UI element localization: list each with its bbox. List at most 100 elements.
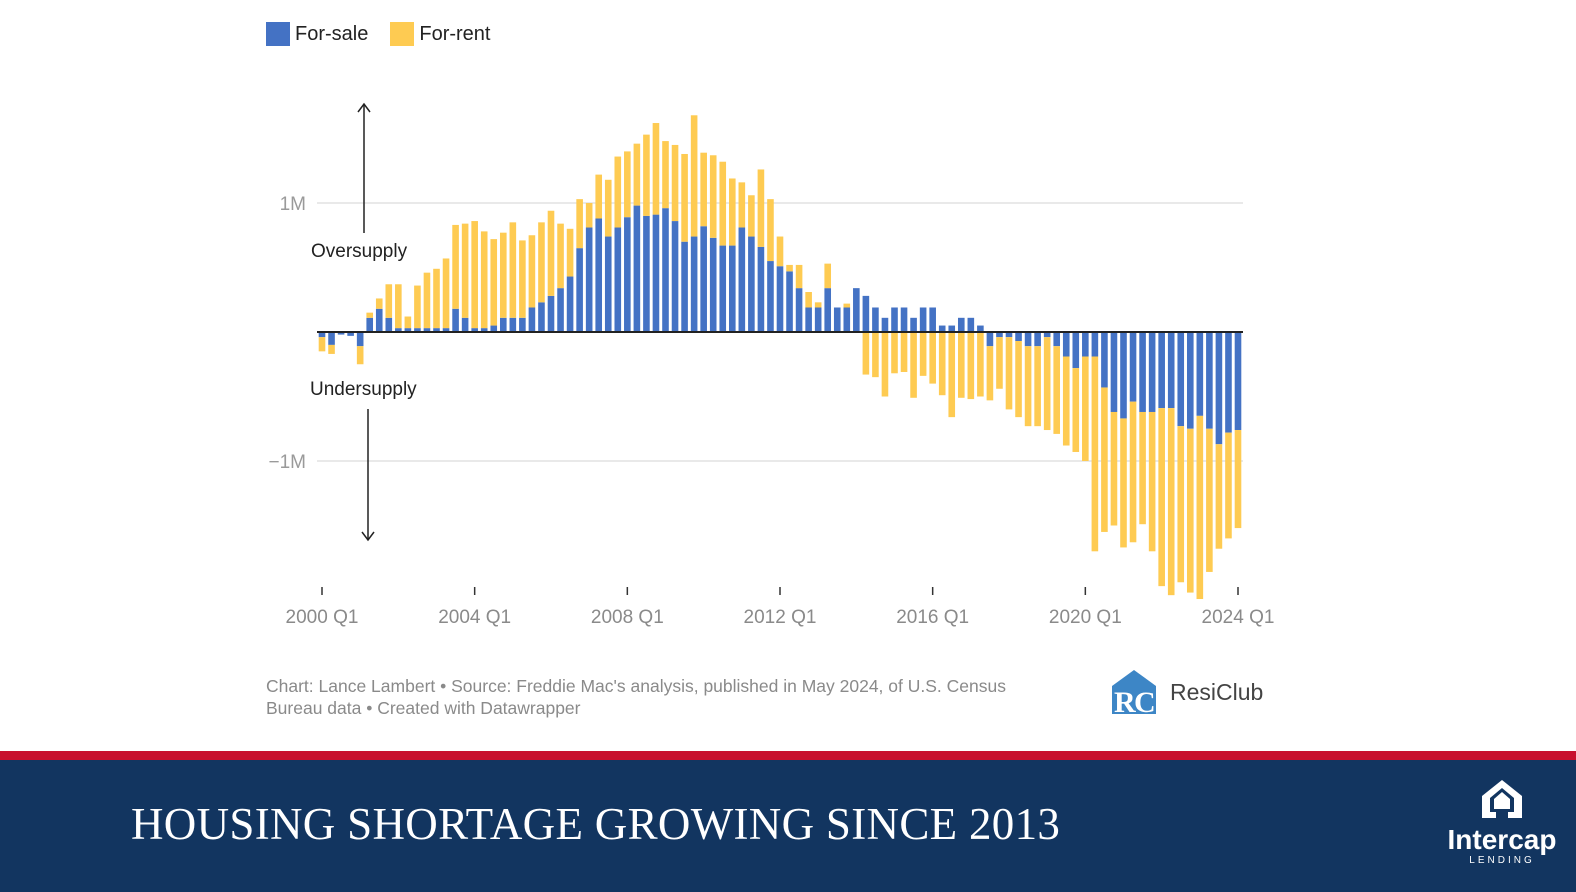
bar-for-rent-73 (1015, 341, 1022, 418)
bar-for-rent-45 (748, 195, 755, 237)
bar-for-rent-67 (957, 332, 965, 398)
bar-for-sale-85 (1129, 332, 1137, 402)
bar-for-rent-86 (1139, 411, 1146, 525)
bar-for-sale-22 (528, 307, 536, 332)
bar-for-rent-88 (1158, 408, 1165, 587)
bar-for-rent-93 (1206, 428, 1213, 572)
bar-for-sale-65 (938, 325, 946, 332)
bar-for-sale-59 (881, 317, 889, 332)
legend-label-for-rent: For-rent (419, 22, 491, 45)
bar-for-rent-61 (900, 332, 908, 372)
bar-for-sale-72 (1005, 332, 1013, 338)
bar-for-sale-63 (919, 307, 927, 332)
undersupply-arrowhead (361, 531, 375, 542)
legend-item-for-sale: For-sale (266, 22, 368, 46)
bar-for-rent-85 (1129, 401, 1137, 543)
bar-for-sale-89 (1167, 332, 1175, 409)
bar-for-rent-44 (738, 182, 746, 228)
bar-for-sale-78 (1062, 332, 1070, 357)
bar-for-sale-15 (461, 317, 469, 332)
bar-for-rent-13 (442, 258, 450, 329)
bar-for-rent-48 (776, 236, 784, 267)
bar-for-rent-14 (452, 224, 459, 309)
bar-for-sale-57 (862, 295, 870, 332)
red-accent-stripe (0, 751, 1576, 760)
bar-for-sale-14 (452, 308, 459, 332)
bar-for-rent-37 (671, 144, 679, 222)
svg-text:R: R (1114, 686, 1136, 716)
bar-for-rent-8 (395, 284, 402, 329)
bar-for-rent-66 (948, 332, 956, 418)
bar-for-rent-57 (862, 332, 870, 375)
bar-for-rent-81 (1091, 356, 1099, 552)
bar-for-rent-11 (423, 272, 431, 329)
bar-for-sale-37 (671, 221, 679, 332)
bar-for-sale-24 (547, 295, 555, 332)
x-tick-label: 2012 Q1 (744, 607, 817, 628)
bar-for-sale-29 (595, 218, 603, 332)
bar-for-sale-53 (824, 288, 832, 332)
bar-for-rent-33 (633, 143, 641, 206)
resiclub-wordmark: ResiClub (1170, 678, 1264, 705)
bar-for-sale-45 (748, 236, 755, 332)
bar-for-rent-32 (624, 151, 631, 218)
bar-for-sale-28 (585, 227, 593, 332)
bar-for-sale-26 (566, 276, 574, 332)
bar-for-rent-78 (1062, 356, 1070, 446)
bar-for-sale-27 (576, 248, 583, 332)
bar-for-rent-51 (805, 292, 812, 308)
bar-for-sale-84 (1120, 332, 1127, 419)
bar-for-sale-55 (843, 307, 851, 332)
bar-for-sale-87 (1148, 332, 1156, 412)
bar-for-rent-89 (1167, 408, 1175, 596)
bar-for-rent-83 (1110, 411, 1118, 526)
bar-for-rent-84 (1120, 418, 1127, 548)
bar-for-rent-39 (690, 115, 698, 237)
bar-for-sale-30 (604, 236, 612, 332)
footer-banner: HOUSING SHORTAGE GROWING SINCE 2013 Inte… (0, 760, 1576, 892)
bar-for-rent-4 (356, 346, 364, 365)
bar-for-sale-31 (614, 227, 622, 332)
brand-subtitle: LENDING (1469, 855, 1535, 866)
bar-for-rent-0 (318, 337, 326, 352)
x-tick-label: 2024 Q1 (1202, 607, 1275, 628)
bar-for-rent-31 (614, 156, 622, 228)
bar-for-rent-82 (1101, 387, 1108, 532)
svg-text:C: C (1134, 686, 1156, 716)
resiclub-logo: R C ResiClub (1110, 668, 1263, 716)
bar-for-sale-69 (977, 325, 984, 332)
bar-for-sale-2 (337, 332, 345, 335)
bar-for-rent-43 (728, 178, 736, 246)
bar-for-sale-12 (433, 328, 440, 332)
bar-for-sale-86 (1139, 332, 1146, 412)
bar-for-sale-18 (490, 325, 498, 332)
bar-for-sale-79 (1072, 332, 1080, 369)
bar-for-rent-75 (1034, 346, 1041, 427)
bar-for-rent-65 (938, 332, 946, 396)
bar-for-rent-9 (404, 316, 412, 329)
bar-for-rent-77 (1053, 346, 1061, 434)
bar-for-sale-80 (1082, 332, 1089, 357)
bar-for-rent-79 (1072, 368, 1080, 452)
bar-for-rent-10 (414, 285, 421, 329)
bar-for-rent-76 (1043, 337, 1051, 431)
brand-name: Intercap (1447, 824, 1557, 855)
x-tick-label: 2000 Q1 (286, 607, 359, 628)
bar-for-sale-33 (633, 205, 641, 332)
bar-for-rent-6 (375, 298, 383, 309)
bar-for-rent-95 (1225, 432, 1232, 539)
bar-for-sale-91 (1186, 332, 1194, 429)
bar-for-sale-39 (690, 236, 698, 332)
chart: 1M −1M 2000 Q1 2004 Q1 2008 Q1 2012 Q1 2016 Q1… (269, 102, 1275, 628)
x-tick-label: 2008 Q1 (591, 607, 664, 628)
bar-for-sale-17 (480, 328, 488, 332)
bar-for-sale-82 (1101, 332, 1108, 388)
bar-for-rent-41 (709, 155, 717, 238)
footer-title: HOUSING SHORTAGE GROWING SINCE 2013 (131, 799, 1061, 849)
bar-for-rent-47 (767, 199, 774, 262)
bar-for-sale-25 (557, 288, 564, 332)
bar-for-rent-49 (786, 264, 793, 272)
bar-for-sale-19 (499, 317, 507, 332)
bar-for-sale-92 (1196, 332, 1204, 416)
bar-for-rent-55 (843, 303, 851, 308)
